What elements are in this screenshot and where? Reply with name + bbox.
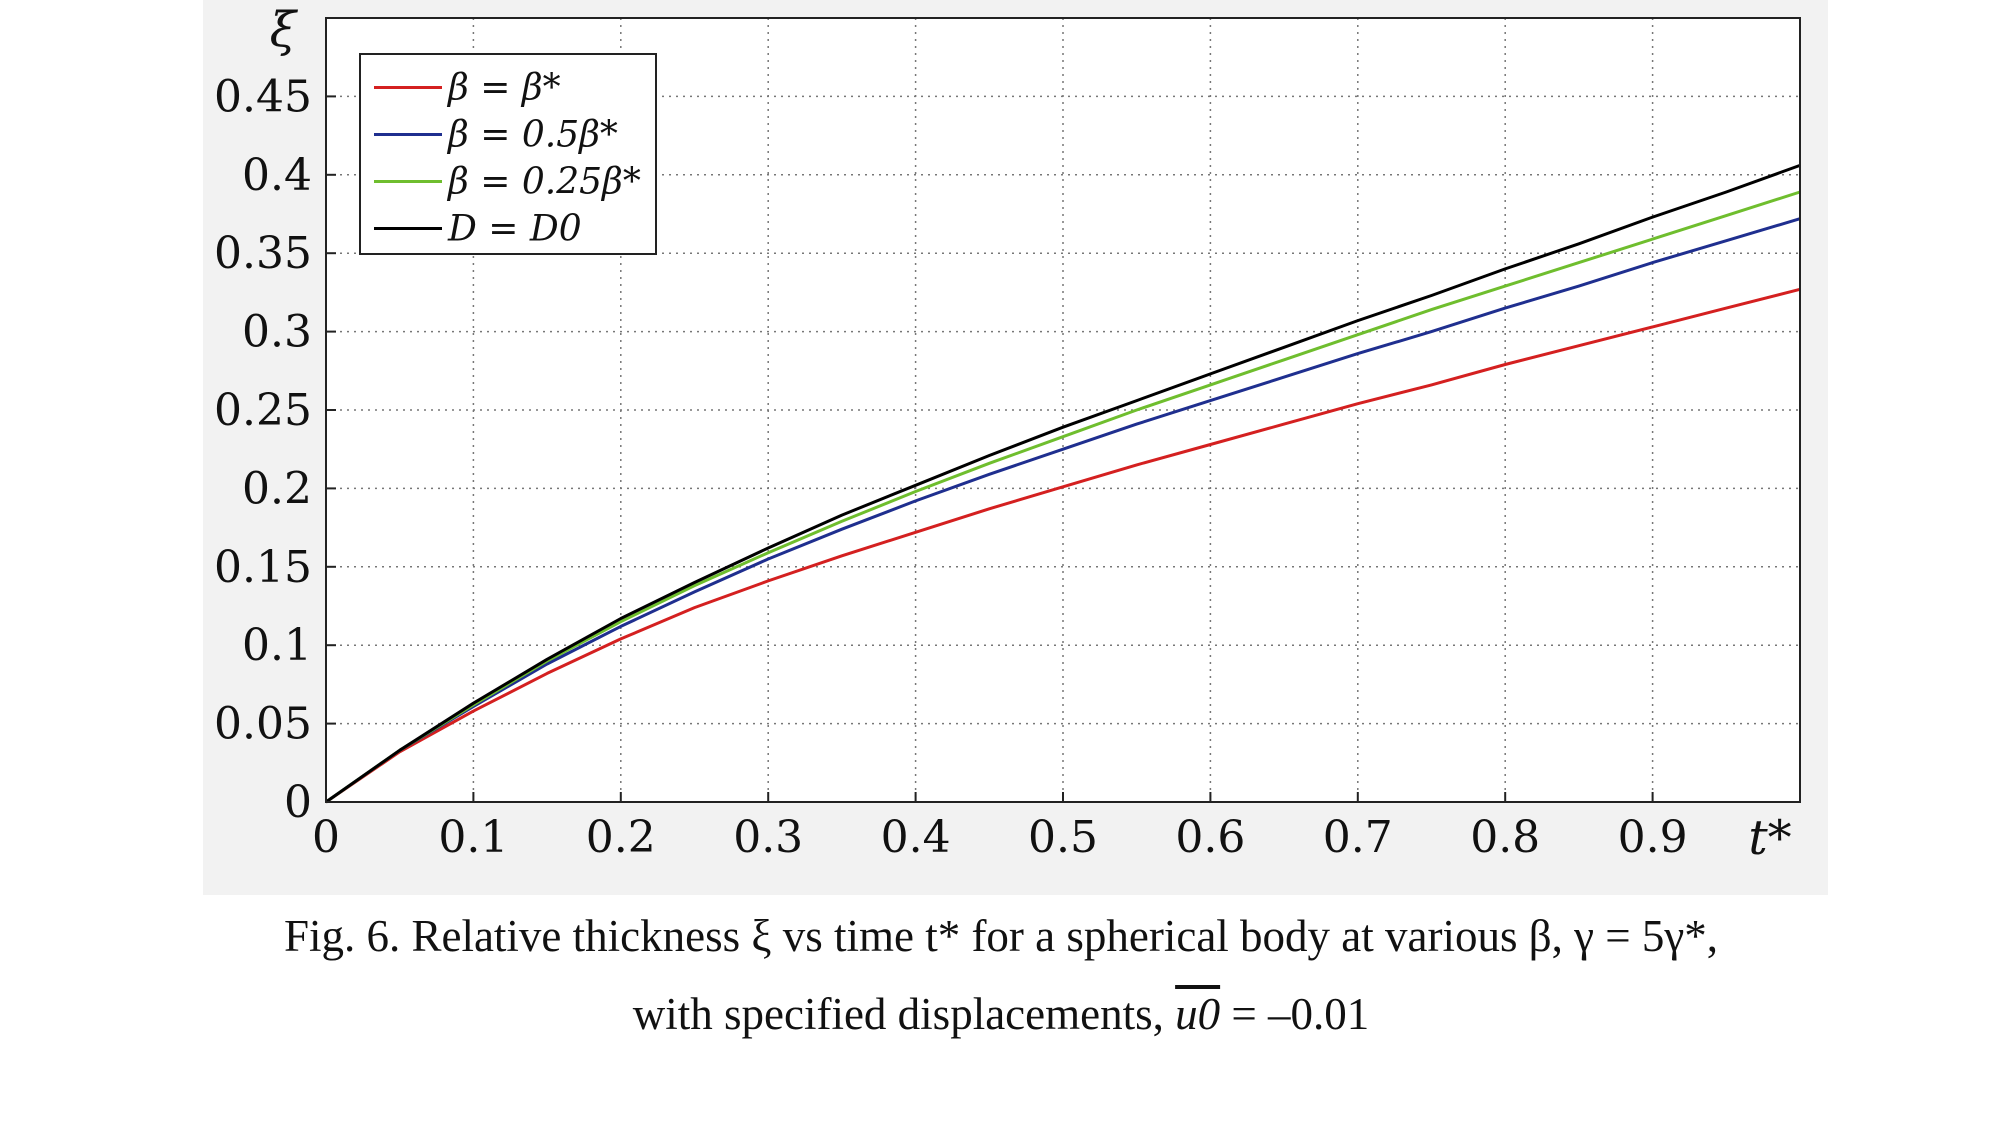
y-tick-label: 0.4 (242, 150, 312, 201)
caption-line-2-suffix: = –0.01 (1231, 989, 1370, 1039)
x-tick-label: 0.4 (881, 812, 951, 863)
line-chart: 0 0.1 0.2 0.3 0.4 0.5 0.6 0.7 0.8 0.9 0 0.05 0.1 0.15… (214, 2, 1801, 866)
y-tick-label: 0.15 (214, 542, 312, 593)
y-tick-label: 0.45 (214, 71, 312, 122)
caption-line-2: with specified displacements, u0 = –0.01 (0, 988, 2002, 1040)
x-tick-label: 0.5 (1028, 812, 1098, 863)
x-tick-label: 0.1 (438, 812, 508, 863)
x-tick-label: 0.3 (733, 812, 803, 863)
legend-label: β = 0.25β* (446, 162, 641, 203)
legend-label: D = D0 (447, 209, 582, 250)
legend: β = β* β = 0.5β* β = 0.25β* D = D0 (359, 53, 657, 255)
y-tick-label: 0.25 (214, 385, 312, 436)
y-tick-label: 0.2 (242, 463, 312, 514)
caption-line-1: Fig. 6. Relative thickness ξ vs time t* … (283, 911, 1719, 961)
x-tick-label: 0 (312, 812, 340, 863)
caption-variable: u0 (1175, 989, 1221, 1039)
x-tick-label: 0.7 (1323, 812, 1393, 863)
legend-label: β = β* (446, 68, 561, 109)
y-tick-label: 0.05 (214, 699, 312, 750)
ticks-layer: 0 0.1 0.2 0.3 0.4 0.5 0.6 0.7 0.8 0.9 0 0.05 0.1 0.15… (214, 71, 1688, 863)
series-layer (325, 163, 1801, 804)
x-tick-label: 0.9 (1618, 812, 1688, 863)
x-tick-label: 0.8 (1470, 812, 1540, 863)
series-line-2 (325, 217, 1801, 804)
y-tick-label: 0.35 (214, 228, 312, 279)
x-tick-label: 0.6 (1175, 812, 1245, 863)
y-tick-label: 0 (284, 777, 312, 828)
x-tick-label: 0.2 (586, 812, 656, 863)
y-tick-label: 0.1 (242, 620, 312, 671)
y-axis-label: ξ (270, 2, 299, 58)
legend-label: β = 0.5β* (446, 115, 618, 156)
series-line-1 (325, 287, 1801, 804)
series-line-3 (325, 190, 1801, 804)
x-axis-label: t* (1748, 810, 1791, 866)
y-tick-label: 0.3 (242, 307, 312, 358)
caption-line-2-prefix: with specified displacements, (632, 989, 1164, 1039)
series-line-4 (325, 163, 1801, 804)
